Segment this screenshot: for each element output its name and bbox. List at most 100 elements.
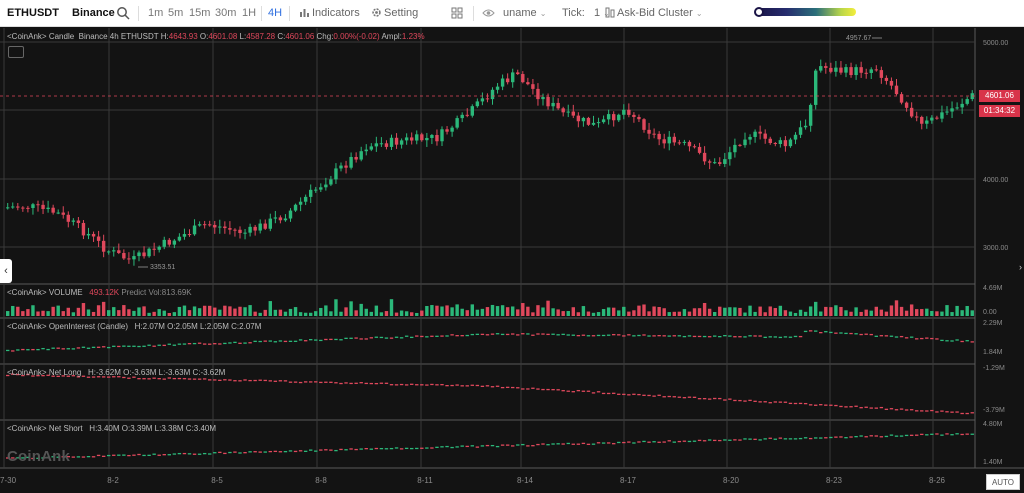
timeframe-15m[interactable]: 15m bbox=[189, 7, 211, 19]
candle-body bbox=[11, 206, 15, 208]
volume-bar bbox=[955, 305, 959, 316]
pane-settings-icon[interactable] bbox=[8, 46, 24, 58]
indicator-bar bbox=[495, 385, 500, 387]
candle-body bbox=[758, 131, 762, 134]
price-chart[interactable]: 7-30 8-2 8-5 8-8 8-11 8-14 8-17 8-20 8-23 8-26 500… bbox=[0, 28, 1024, 493]
indicator-bar bbox=[177, 377, 182, 380]
volume-bar bbox=[288, 308, 293, 316]
symbol-label[interactable]: ETHUSDT bbox=[7, 7, 59, 19]
indicator-bar bbox=[657, 394, 661, 396]
cluster-dropdown[interactable]: Ask-Bid Cluster ⌄ bbox=[617, 7, 703, 19]
indicator-bar bbox=[849, 332, 853, 335]
candle-body bbox=[586, 117, 591, 125]
candle-body bbox=[707, 161, 712, 163]
indicator-bar bbox=[273, 341, 278, 343]
indicator-bar bbox=[238, 342, 242, 344]
indicator-bar bbox=[66, 375, 70, 377]
volume-bar bbox=[379, 312, 384, 316]
indicators-button[interactable]: Indicators bbox=[312, 7, 360, 19]
collapse-right-button[interactable]: › bbox=[1019, 262, 1024, 280]
indicator-bar bbox=[586, 443, 591, 445]
volume-bar bbox=[470, 304, 474, 316]
indicator-bar bbox=[86, 455, 91, 458]
timeframe-1m[interactable]: 1m bbox=[148, 7, 164, 19]
candle-body bbox=[238, 229, 242, 234]
indicator-bar bbox=[329, 449, 333, 451]
indicator-bar bbox=[71, 375, 76, 377]
setting-button[interactable]: Setting bbox=[384, 7, 419, 19]
indicator-bar bbox=[334, 449, 338, 452]
indicator-bar bbox=[531, 445, 535, 447]
candle-body bbox=[808, 104, 813, 126]
timeframe-30m[interactable]: 30m bbox=[215, 7, 237, 19]
candle-body bbox=[329, 179, 333, 185]
indicator-bar bbox=[480, 445, 485, 447]
net-long-prefix: <CoinAnk> bbox=[7, 368, 47, 377]
indicator-bar bbox=[531, 387, 535, 389]
layout-grid-icon[interactable] bbox=[451, 7, 463, 19]
slider-handle[interactable] bbox=[754, 7, 764, 17]
indicator-bar bbox=[182, 343, 187, 345]
indicator-bar bbox=[410, 383, 414, 385]
chart-area[interactable]: 7-30 8-2 8-5 8-8 8-11 8-14 8-17 8-20 8-23 8-26 500… bbox=[0, 28, 1024, 493]
candle-body bbox=[551, 102, 555, 107]
indicator-bar bbox=[91, 376, 96, 378]
timeframe-4h[interactable]: 4H bbox=[268, 7, 283, 19]
volume-bar bbox=[798, 309, 803, 316]
indicator-bar bbox=[586, 335, 591, 337]
volume-bar bbox=[117, 310, 121, 316]
indicator-bar bbox=[26, 349, 30, 351]
indicator-bar bbox=[202, 343, 207, 345]
indicator-bar bbox=[142, 378, 146, 380]
indicator-bar bbox=[894, 435, 899, 437]
indicator-bar bbox=[293, 381, 298, 383]
indicator-bar bbox=[218, 451, 222, 454]
candle-body bbox=[904, 102, 909, 108]
candle-body bbox=[76, 220, 81, 223]
indicator-bar bbox=[324, 338, 328, 341]
volume-bar bbox=[268, 301, 272, 316]
user-dropdown[interactable]: uname ⌄ bbox=[503, 7, 546, 19]
indicator-bar bbox=[223, 452, 227, 455]
candle-body bbox=[526, 82, 530, 85]
indicator-bar bbox=[874, 435, 878, 437]
candle-body bbox=[127, 258, 131, 260]
tick-dropdown[interactable]: Tick: 1 ⌄ bbox=[562, 7, 610, 19]
indicator-bar bbox=[485, 334, 490, 336]
candle-body bbox=[702, 152, 707, 162]
indicator-bar bbox=[21, 457, 25, 459]
indicator-bar bbox=[834, 332, 838, 334]
indicator-bar bbox=[925, 337, 929, 339]
heatmap-slider[interactable] bbox=[754, 7, 856, 17]
indicator-bar bbox=[753, 335, 757, 337]
eye-icon[interactable] bbox=[482, 8, 495, 18]
timeframe-1h[interactable]: 1H bbox=[242, 7, 257, 19]
indicator-bar bbox=[707, 439, 712, 441]
candle-body bbox=[879, 70, 884, 78]
search-icon[interactable] bbox=[116, 6, 130, 20]
time-axis-label: 8-2 bbox=[107, 476, 119, 485]
indicator-bar bbox=[707, 336, 712, 338]
indicator-bar bbox=[137, 378, 141, 380]
timeframe-5m[interactable]: 5m bbox=[168, 7, 184, 19]
indicator-bar bbox=[162, 378, 166, 380]
collapse-left-button[interactable]: ‹ bbox=[0, 259, 12, 283]
indicator-bar bbox=[233, 380, 237, 382]
candle-body bbox=[591, 122, 596, 125]
auto-scale-button[interactable]: AUTO bbox=[986, 474, 1020, 490]
candle-symbol: Binance 4h ETHUSDT bbox=[78, 32, 159, 41]
gear-icon[interactable] bbox=[371, 7, 382, 18]
indicator-bar bbox=[531, 334, 535, 336]
volume-bar bbox=[920, 309, 924, 316]
indicator-bar bbox=[536, 333, 540, 335]
exchange-label[interactable]: Binance bbox=[72, 7, 115, 19]
candle-body bbox=[16, 206, 20, 208]
volume-predict: Predict Vol:813.69K bbox=[121, 288, 192, 297]
indicator-bar bbox=[723, 399, 727, 401]
indicator-bar bbox=[404, 447, 409, 450]
indicator-bar bbox=[475, 333, 480, 336]
candle-body bbox=[899, 94, 904, 103]
indicators-icon[interactable] bbox=[299, 7, 310, 18]
volume-legend: <CoinAnk> VOLUME 493.12K Predict Vol:813… bbox=[7, 288, 192, 297]
indicator-bar bbox=[960, 433, 964, 436]
